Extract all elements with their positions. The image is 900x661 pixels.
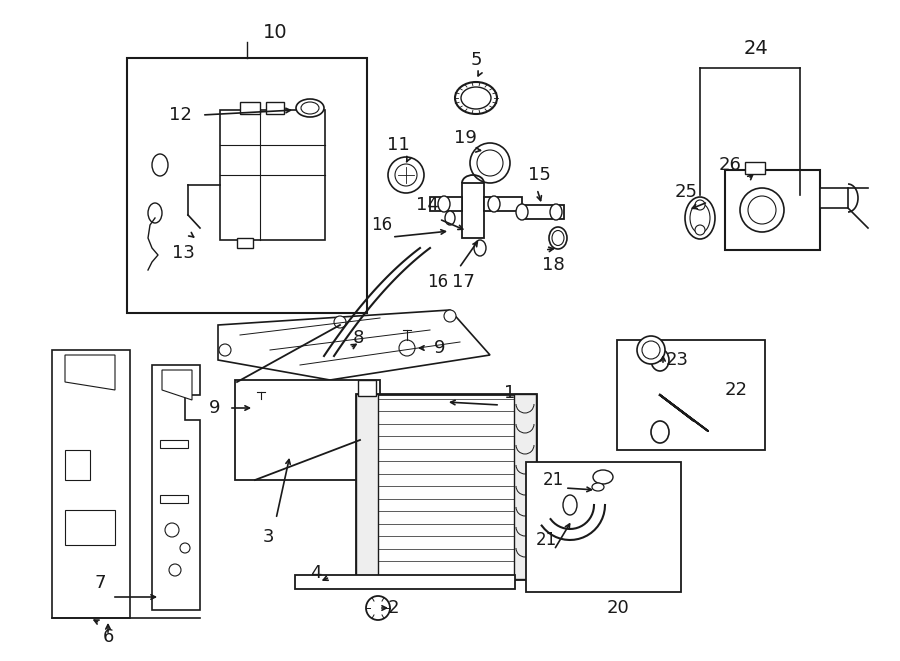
Text: 13: 13 xyxy=(172,244,194,262)
Bar xyxy=(160,440,188,448)
Circle shape xyxy=(642,341,660,359)
Bar xyxy=(514,394,536,579)
Circle shape xyxy=(637,336,665,364)
Ellipse shape xyxy=(148,203,162,223)
Text: 22: 22 xyxy=(724,381,748,399)
Bar xyxy=(526,462,681,592)
Ellipse shape xyxy=(461,87,491,109)
Ellipse shape xyxy=(592,483,604,491)
Polygon shape xyxy=(152,365,200,610)
Ellipse shape xyxy=(474,240,486,256)
Text: 19: 19 xyxy=(454,129,476,147)
Polygon shape xyxy=(52,350,130,618)
Ellipse shape xyxy=(552,231,564,245)
Text: 9: 9 xyxy=(209,399,220,417)
Ellipse shape xyxy=(563,495,577,515)
Text: 17: 17 xyxy=(452,273,474,291)
Ellipse shape xyxy=(301,102,319,114)
Ellipse shape xyxy=(651,349,669,371)
Polygon shape xyxy=(162,370,192,400)
Ellipse shape xyxy=(455,82,497,114)
Polygon shape xyxy=(65,510,115,545)
Bar xyxy=(240,102,260,114)
Text: 14: 14 xyxy=(416,196,438,214)
Bar xyxy=(127,58,367,313)
Text: 6: 6 xyxy=(103,628,113,646)
Text: 21: 21 xyxy=(536,531,556,549)
Circle shape xyxy=(748,196,776,224)
Circle shape xyxy=(169,564,181,576)
Circle shape xyxy=(695,225,705,235)
Polygon shape xyxy=(65,450,90,480)
Bar xyxy=(820,188,848,208)
Text: 18: 18 xyxy=(542,256,564,274)
Text: 8: 8 xyxy=(352,329,364,347)
Text: 15: 15 xyxy=(527,166,551,184)
Text: 11: 11 xyxy=(387,136,410,154)
Bar xyxy=(160,495,188,503)
Circle shape xyxy=(395,164,417,186)
Bar xyxy=(220,110,325,240)
Circle shape xyxy=(388,157,424,193)
Text: 26: 26 xyxy=(718,156,742,174)
Ellipse shape xyxy=(296,99,324,117)
Bar xyxy=(356,394,536,579)
Text: 23: 23 xyxy=(665,351,688,369)
Text: 25: 25 xyxy=(674,183,698,201)
Circle shape xyxy=(444,310,456,322)
Bar xyxy=(522,205,564,219)
Text: 2: 2 xyxy=(387,599,399,617)
Ellipse shape xyxy=(690,203,710,233)
Circle shape xyxy=(366,596,390,620)
Text: 3: 3 xyxy=(262,528,274,546)
Bar xyxy=(484,197,522,211)
Ellipse shape xyxy=(550,204,562,220)
Ellipse shape xyxy=(651,421,669,443)
Circle shape xyxy=(740,188,784,232)
Bar xyxy=(430,197,462,211)
Circle shape xyxy=(180,543,190,553)
Ellipse shape xyxy=(593,470,613,484)
Bar xyxy=(358,380,376,396)
Ellipse shape xyxy=(516,204,528,220)
Circle shape xyxy=(470,143,510,183)
Bar xyxy=(235,380,380,480)
Bar xyxy=(295,575,515,589)
Ellipse shape xyxy=(488,196,500,212)
Text: 24: 24 xyxy=(743,38,769,58)
Ellipse shape xyxy=(152,154,168,176)
Text: 21: 21 xyxy=(543,471,563,489)
Ellipse shape xyxy=(685,197,715,239)
Text: 10: 10 xyxy=(263,22,287,42)
Circle shape xyxy=(165,523,179,537)
Ellipse shape xyxy=(549,227,567,249)
Bar xyxy=(725,170,820,250)
Text: 4: 4 xyxy=(310,564,322,582)
Text: 9: 9 xyxy=(434,339,446,357)
Bar xyxy=(266,102,284,114)
Text: 20: 20 xyxy=(607,599,629,617)
Circle shape xyxy=(219,344,231,356)
Bar xyxy=(617,340,765,450)
Polygon shape xyxy=(65,355,115,390)
Ellipse shape xyxy=(347,323,363,333)
Circle shape xyxy=(252,399,270,417)
Circle shape xyxy=(695,200,705,210)
Text: 7: 7 xyxy=(94,574,106,592)
Circle shape xyxy=(334,316,346,328)
Ellipse shape xyxy=(438,196,450,212)
Bar xyxy=(462,183,484,238)
Bar xyxy=(745,162,765,174)
Bar xyxy=(356,394,378,579)
Bar xyxy=(237,238,253,248)
Text: 16: 16 xyxy=(428,273,448,291)
Text: 5: 5 xyxy=(470,51,482,69)
Circle shape xyxy=(399,340,415,356)
Ellipse shape xyxy=(445,211,455,225)
Text: 16: 16 xyxy=(372,216,392,234)
Circle shape xyxy=(477,150,503,176)
Polygon shape xyxy=(218,310,490,380)
Text: 1: 1 xyxy=(504,384,516,402)
Text: 12: 12 xyxy=(168,106,192,124)
